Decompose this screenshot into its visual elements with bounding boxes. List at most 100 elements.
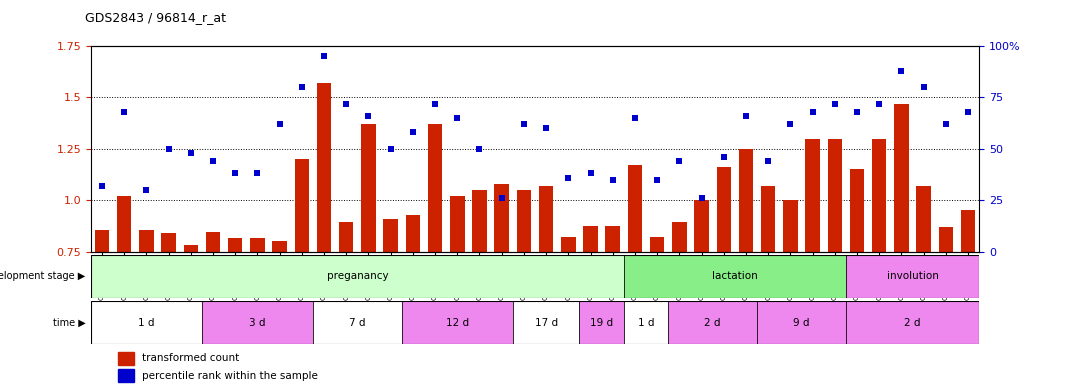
Bar bbox=[339, 222, 353, 252]
Point bbox=[892, 68, 910, 74]
Point bbox=[737, 113, 754, 119]
Bar bbox=[561, 237, 576, 252]
Bar bbox=[294, 159, 309, 252]
Point bbox=[804, 109, 821, 115]
Text: 12 d: 12 d bbox=[446, 318, 469, 328]
Bar bbox=[472, 190, 487, 252]
Point bbox=[582, 170, 599, 177]
Bar bbox=[228, 238, 243, 252]
Point bbox=[293, 84, 310, 90]
Point bbox=[427, 101, 444, 107]
Point bbox=[693, 195, 710, 201]
Bar bbox=[872, 139, 886, 252]
Point bbox=[671, 158, 688, 164]
Point bbox=[648, 177, 666, 183]
Text: development stage ▶: development stage ▶ bbox=[0, 271, 86, 281]
Bar bbox=[139, 230, 154, 252]
Point bbox=[493, 195, 510, 201]
Text: time ▶: time ▶ bbox=[52, 318, 86, 328]
Bar bbox=[827, 139, 842, 252]
Bar bbox=[738, 149, 753, 252]
Text: 9 d: 9 d bbox=[793, 318, 810, 328]
Point bbox=[360, 113, 377, 119]
Point bbox=[560, 174, 577, 180]
Text: 17 d: 17 d bbox=[535, 318, 557, 328]
Bar bbox=[895, 104, 908, 252]
Bar bbox=[580, 301, 624, 344]
Bar bbox=[314, 301, 402, 344]
Point bbox=[338, 101, 355, 107]
Bar bbox=[273, 241, 287, 252]
Point bbox=[93, 183, 110, 189]
Bar bbox=[494, 184, 509, 252]
Point bbox=[271, 121, 288, 127]
Bar bbox=[383, 218, 398, 252]
Point bbox=[227, 170, 244, 177]
Point bbox=[516, 121, 533, 127]
Point bbox=[871, 101, 888, 107]
Point bbox=[204, 158, 221, 164]
Bar bbox=[583, 226, 598, 252]
Point bbox=[915, 84, 932, 90]
Point bbox=[605, 177, 622, 183]
Point bbox=[138, 187, 155, 193]
Bar bbox=[205, 232, 220, 252]
Text: 1 d: 1 d bbox=[638, 318, 654, 328]
Bar bbox=[761, 186, 776, 252]
Bar bbox=[406, 215, 421, 252]
Bar bbox=[961, 210, 975, 252]
Text: GDS2843 / 96814_r_at: GDS2843 / 96814_r_at bbox=[85, 12, 226, 25]
Text: involution: involution bbox=[887, 271, 938, 281]
Bar bbox=[624, 301, 668, 344]
Bar bbox=[450, 196, 464, 252]
Point bbox=[160, 146, 178, 152]
Bar bbox=[428, 124, 442, 252]
Point bbox=[471, 146, 488, 152]
Bar bbox=[250, 238, 264, 252]
Bar bbox=[938, 227, 953, 252]
Point bbox=[715, 154, 732, 160]
Bar bbox=[184, 245, 198, 252]
Text: lactation: lactation bbox=[712, 271, 758, 281]
Point bbox=[249, 170, 266, 177]
Bar bbox=[317, 83, 332, 252]
Text: 2 d: 2 d bbox=[704, 318, 721, 328]
Bar bbox=[783, 200, 797, 252]
Bar bbox=[95, 230, 109, 252]
Bar bbox=[202, 301, 314, 344]
Bar bbox=[649, 237, 664, 252]
Text: 19 d: 19 d bbox=[590, 318, 613, 328]
Point bbox=[960, 109, 977, 115]
Bar bbox=[694, 200, 708, 252]
Bar bbox=[806, 139, 820, 252]
Bar bbox=[846, 301, 979, 344]
Bar bbox=[91, 301, 202, 344]
Point bbox=[937, 121, 954, 127]
Point bbox=[182, 150, 199, 156]
Point bbox=[448, 115, 465, 121]
Bar bbox=[117, 196, 132, 252]
Text: preganancy: preganancy bbox=[326, 271, 388, 281]
Bar bbox=[362, 124, 376, 252]
Point bbox=[782, 121, 799, 127]
Bar bbox=[606, 226, 620, 252]
Text: transformed count: transformed count bbox=[142, 353, 240, 363]
Bar bbox=[846, 255, 979, 298]
Bar bbox=[668, 301, 758, 344]
Point bbox=[382, 146, 399, 152]
Bar bbox=[91, 255, 624, 298]
Point bbox=[826, 101, 843, 107]
Point bbox=[849, 109, 866, 115]
Point bbox=[316, 53, 333, 60]
Bar bbox=[624, 255, 845, 298]
Bar bbox=[513, 301, 580, 344]
Bar bbox=[850, 169, 865, 252]
Bar bbox=[402, 301, 513, 344]
Bar bbox=[539, 186, 553, 252]
Text: 3 d: 3 d bbox=[249, 318, 265, 328]
Point bbox=[626, 115, 643, 121]
Bar bbox=[758, 301, 846, 344]
Point bbox=[537, 125, 554, 131]
Bar bbox=[118, 369, 134, 382]
Text: 2 d: 2 d bbox=[904, 318, 920, 328]
